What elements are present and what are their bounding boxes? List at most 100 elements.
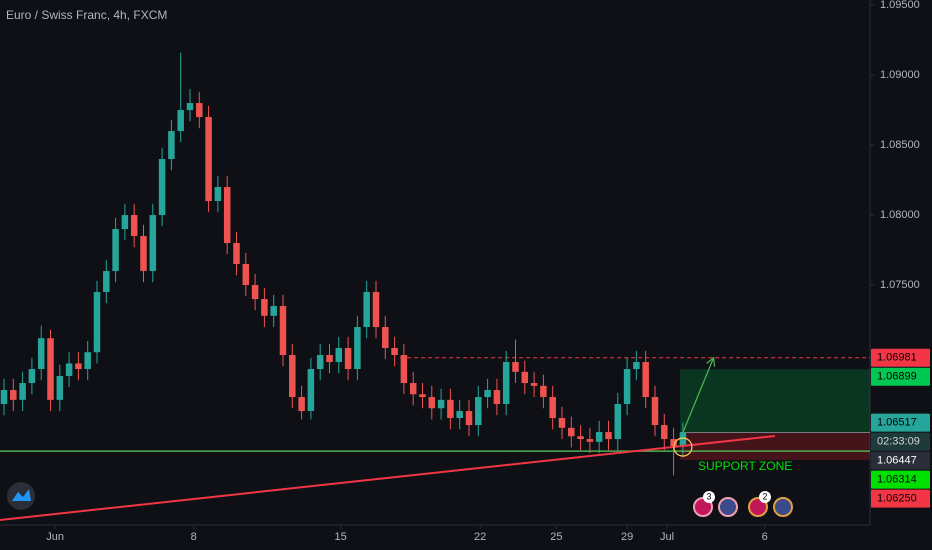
candle-body [242, 264, 250, 286]
candle-body [400, 355, 408, 384]
price-label: 1.06899 [877, 371, 917, 383]
stop-zone [680, 432, 870, 461]
price-label: 1.06517 [877, 417, 917, 429]
candle-body [214, 187, 222, 202]
candle-body [93, 292, 101, 353]
candle-body [75, 363, 82, 370]
candle-body [223, 187, 231, 244]
price-label-box [871, 470, 930, 489]
candle-body [47, 338, 54, 400]
price-label: 1.06447 [877, 455, 917, 467]
price-label-box [871, 489, 930, 508]
arrow-head [706, 356, 716, 367]
candle-body [428, 397, 436, 409]
candle-body [149, 215, 157, 272]
candle-body [521, 371, 529, 384]
trendline [0, 434, 776, 521]
y-tick-label: 1.09000 [880, 69, 920, 81]
candle-body [363, 292, 370, 328]
event-icon [773, 497, 793, 517]
candle-body [56, 376, 64, 400]
candle-body [484, 390, 491, 398]
candle-body [661, 425, 668, 440]
candle-body [0, 390, 8, 405]
candle-body [651, 397, 659, 426]
candle-body [270, 306, 277, 316]
logo-mark [12, 489, 31, 501]
candle-body [530, 383, 538, 386]
candle-body [344, 348, 352, 370]
y-tick-label: 1.08500 [880, 139, 920, 151]
candle-body [558, 418, 566, 428]
candle-body [177, 110, 184, 132]
event-badge [703, 491, 715, 503]
candle-body [595, 432, 603, 442]
price-label-box [871, 451, 930, 470]
candle-body [316, 355, 324, 370]
candle-body [465, 411, 473, 426]
candle-body [577, 436, 584, 440]
candle-body [279, 306, 287, 356]
annotation: SUPPORT ZONE [698, 459, 792, 473]
candle-body [84, 352, 91, 370]
price-label: 1.06314 [877, 474, 917, 486]
candle-body [326, 355, 333, 363]
candle-body [437, 399, 445, 409]
price-label-box [871, 413, 930, 432]
candle-body [307, 369, 315, 412]
candle-body [298, 397, 305, 412]
candle-body [493, 390, 501, 405]
candle-body [568, 427, 575, 437]
y-tick-label: 1.08000 [880, 209, 920, 221]
x-tick-label: Jun [46, 531, 64, 543]
candle-body [372, 292, 380, 328]
x-tick-label: 25 [550, 531, 562, 543]
event-badge [759, 491, 771, 503]
candle-body [670, 439, 677, 447]
candle-body [447, 399, 454, 419]
x-tick-label: 29 [621, 531, 633, 543]
candle-body [456, 411, 463, 419]
candle-body [19, 383, 26, 400]
event-icon [748, 497, 768, 517]
candle-body [586, 439, 594, 442]
candle-body [168, 131, 175, 160]
candle-body [409, 383, 417, 395]
x-tick-label: 15 [335, 531, 347, 543]
candle-body [605, 432, 612, 440]
candle-body [28, 369, 36, 384]
candle-body [121, 215, 129, 230]
target-zone [680, 369, 870, 433]
candle-body [233, 243, 240, 265]
countdown-box [871, 432, 930, 451]
candle-body [65, 363, 73, 377]
event-badge-count: 3 [706, 491, 711, 501]
candle-body [158, 159, 166, 216]
y-tick-label: 1.07500 [880, 279, 920, 291]
price-label-box [871, 367, 930, 386]
candle-body [261, 299, 268, 316]
candle-body [679, 432, 687, 447]
candle-body [540, 385, 547, 398]
candle-body [140, 236, 147, 272]
candle-body [205, 117, 212, 202]
candle-body [186, 103, 194, 111]
candle-body [10, 390, 17, 400]
candle-body [112, 229, 119, 272]
candle-body [391, 348, 398, 356]
price-label-box [871, 348, 930, 367]
candle-body [502, 362, 510, 405]
candle-body [37, 338, 45, 370]
arrow [682, 357, 715, 433]
price-label: 1.06981 [877, 352, 917, 364]
x-tick-label: 22 [474, 531, 486, 543]
candle-body [196, 103, 203, 118]
candle-body [512, 362, 519, 372]
candle-body [289, 355, 296, 398]
candle-body [103, 271, 110, 293]
candle-body [382, 327, 389, 349]
x-tick-label: 6 [762, 531, 768, 543]
event-icon [718, 497, 738, 517]
